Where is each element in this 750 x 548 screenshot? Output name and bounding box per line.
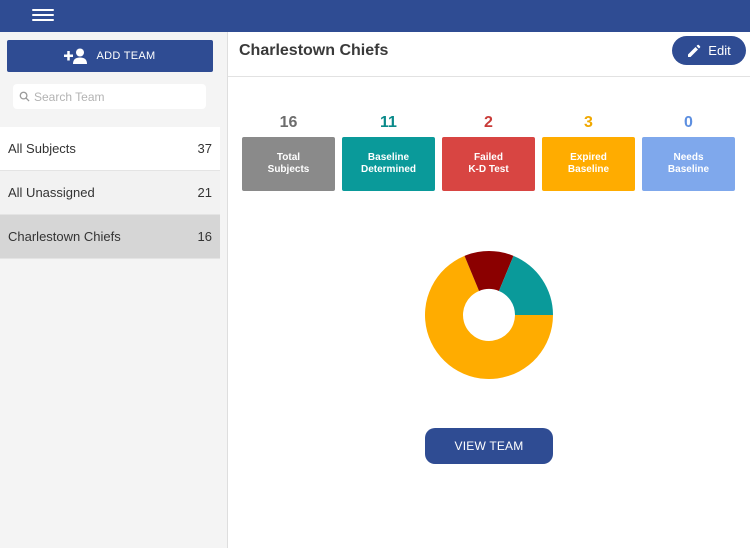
list-item-charlestown-chiefs[interactable]: Charlestown Chiefs 16 [0,215,220,259]
list-item-all-subjects[interactable]: All Subjects 37 [0,127,220,171]
stat-count: 16 [279,114,298,131]
stat-baseline-determined[interactable]: 11 Baseline Determined [342,114,435,191]
stat-failed-kd-test[interactable]: 2 Failed K-D Test [442,114,535,191]
stat-count: 2 [484,114,493,131]
page-title: Charlestown Chiefs [239,42,389,59]
stat-count: 3 [584,114,593,131]
stat-label: Baseline Determined [342,137,435,191]
list-item-count: 21 [197,185,212,200]
search-icon [19,91,30,102]
stat-total-subjects[interactable]: 16 Total Subjects [242,114,335,191]
main-panel: Charlestown Chiefs Edit 16 Total Subject… [228,32,750,548]
stat-label: Expired Baseline [542,137,635,191]
edit-button[interactable]: Edit [672,36,746,65]
view-team-button[interactable]: VIEW TEAM [425,428,553,464]
search-input[interactable] [34,89,204,104]
list-item-all-unassigned[interactable]: All Unassigned 21 [0,171,220,215]
team-list: All Subjects 37 All Unassigned 21 Charle… [0,127,220,259]
stat-expired-baseline[interactable]: 3 Expired Baseline [542,114,635,191]
hamburger-menu-icon[interactable] [32,9,54,23]
stat-count: 0 [684,114,693,131]
donut-slice-2 [498,255,553,315]
stat-needs-baseline[interactable]: 0 Needs Baseline [642,114,735,191]
stat-label: Needs Baseline [642,137,735,191]
pencil-icon [687,44,701,58]
top-bar [0,0,750,32]
donut-slice-1 [464,251,514,291]
add-person-icon [64,48,88,64]
stat-count: 11 [380,114,397,131]
add-team-label: ADD TEAM [96,50,156,62]
list-item-count: 16 [197,229,212,244]
sidebar: ADD TEAM All Subjects 37 All Unassigned … [0,32,228,548]
donut-chart [424,250,554,380]
stat-label: Failed K-D Test [442,137,535,191]
list-item-label: Charlestown Chiefs [8,229,121,244]
list-item-label: All Subjects [8,141,76,156]
list-item-count: 37 [197,141,212,156]
add-team-button[interactable]: ADD TEAM [7,40,213,72]
stat-label: Total Subjects [242,137,335,191]
donut-slice-0 [425,255,553,379]
edit-label: Edit [708,43,731,58]
list-item-label: All Unassigned [8,185,95,200]
search-box[interactable] [13,84,206,109]
page-header: Charlestown Chiefs Edit [228,32,750,77]
